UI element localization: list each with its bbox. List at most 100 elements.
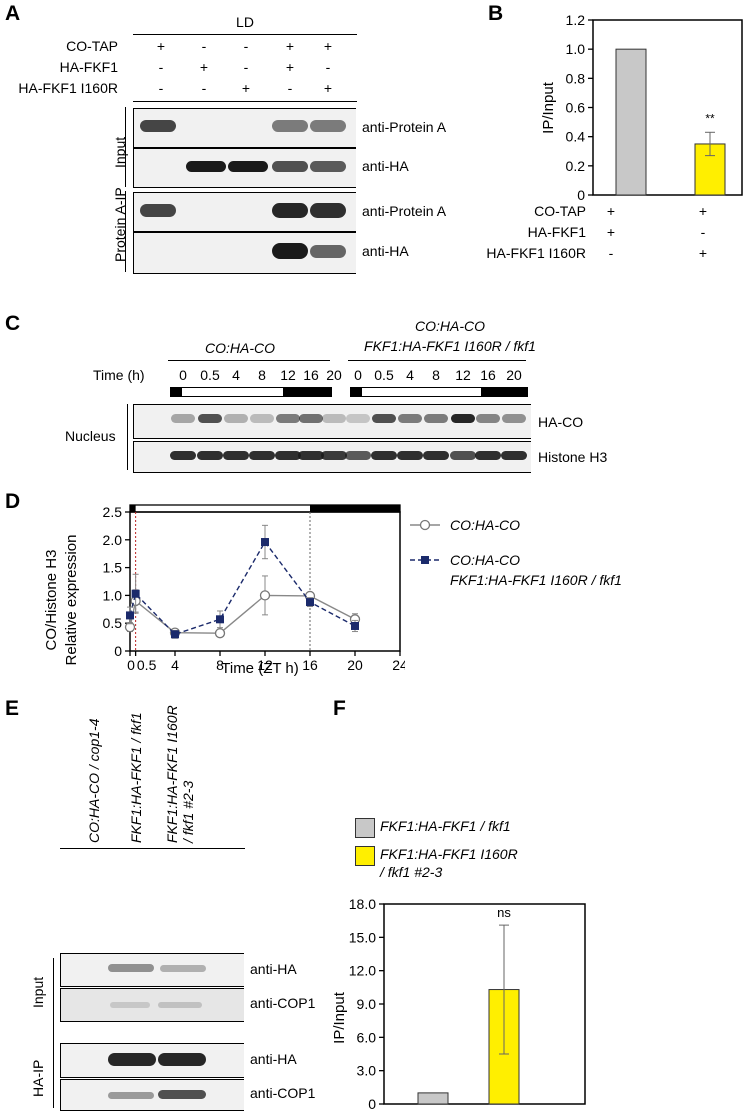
chart-d: CO/Histone H3 Relative expression 00.51.… xyxy=(43,504,405,677)
chart-d-xtick-label: 0.5 xyxy=(137,657,157,673)
chart-d-xtick-label: 20 xyxy=(347,657,363,673)
legend-item: CO:HA-CO xyxy=(450,552,520,568)
panel-c-label: C xyxy=(5,312,21,335)
c-band-haco xyxy=(198,414,222,423)
a-band xyxy=(272,203,308,218)
e-lane-label: FKF1:HA-FKF1 / fkf1 xyxy=(128,712,144,843)
chart-b-ytick-label: 1.0 xyxy=(566,41,586,57)
e-ip-label: HA-IP xyxy=(30,1059,46,1097)
c-band-haco xyxy=(346,414,370,423)
a-sign: - xyxy=(325,59,331,75)
e-blot-label: anti-HA xyxy=(250,961,297,977)
c-time-tick: 12 xyxy=(455,367,471,383)
c-time-tick: 20 xyxy=(506,367,522,383)
b-row-label: HA-FKF1 xyxy=(527,224,586,240)
c-band-h3 xyxy=(197,451,223,460)
panel-d-label: D xyxy=(5,490,21,513)
e-lane-label: CO:HA-CO / cop1-4 xyxy=(86,718,102,843)
a-band xyxy=(228,161,268,172)
f-legend-item: FKF1:HA-FKF1 / fkf1 xyxy=(380,818,511,834)
e-band xyxy=(160,965,206,972)
e-band xyxy=(158,1053,206,1066)
c-time-tick: 4 xyxy=(406,367,414,383)
c-group2-label-2: FKF1:HA-FKF1 I160R / fkf1 xyxy=(364,338,536,354)
a-sign: + xyxy=(285,59,295,75)
e-band xyxy=(108,1053,156,1066)
a-row-label: CO-TAP xyxy=(66,38,118,54)
c-band-haco xyxy=(250,414,274,423)
c-blot-label: Histone H3 xyxy=(538,449,608,465)
chart-d-point xyxy=(261,538,269,547)
f-legend-item: FKF1:HA-FKF1 I160R xyxy=(380,846,518,862)
chart-b-ytick-label: 1.2 xyxy=(566,12,586,28)
f-legend-item: / fkf1 #2-3 xyxy=(380,864,443,880)
e-blot-ip-cop1 xyxy=(60,1079,244,1111)
panel-b-label: B xyxy=(488,2,504,25)
e-lane-label: / fkf1 #2-3 xyxy=(180,780,196,843)
a-sign: + xyxy=(156,38,166,54)
chart-f-frame xyxy=(383,903,586,1105)
a-input-bracket xyxy=(125,107,126,187)
chart-d-xtick-label: 12 xyxy=(257,657,273,673)
b-sign: - xyxy=(700,224,706,240)
e-blot-label: anti-COP1 xyxy=(250,995,316,1011)
e-input-label: Input xyxy=(30,976,46,1008)
chart-f-significance: ns xyxy=(497,905,511,920)
c-band-h3 xyxy=(275,451,301,460)
a-sign: - xyxy=(243,38,249,54)
b-row-label: HA-FKF1 I160R xyxy=(486,245,586,261)
a-band xyxy=(310,120,346,132)
b-sign: + xyxy=(606,224,616,240)
chart-d-point xyxy=(131,589,140,598)
c-time-tick: 20 xyxy=(326,367,342,383)
a-band xyxy=(140,204,176,217)
c-group2-line xyxy=(348,360,526,361)
e-band xyxy=(158,1002,202,1008)
c-band-haco xyxy=(224,414,248,423)
e-lane-label: FKF1:HA-FKF1 I160R xyxy=(164,705,180,843)
a-sign: - xyxy=(287,80,293,96)
chart-f: IP/Input 0 3.0 6.0 9.0 12.0 15.0 18.0 ns xyxy=(331,896,586,1110)
a-band xyxy=(272,161,308,172)
legend-item: CO:HA-CO xyxy=(450,517,520,533)
panel-a-label: A xyxy=(5,2,21,25)
c-band-h3 xyxy=(450,451,476,460)
a-sign: - xyxy=(243,59,249,75)
chart-d-series-line xyxy=(129,594,356,634)
c-lightbar-1 xyxy=(170,387,332,397)
a-header-line xyxy=(133,101,357,102)
chart-f-ytick-label: 18.0 xyxy=(349,896,376,912)
chart-b-frame xyxy=(592,19,743,196)
c-band-h3 xyxy=(170,451,196,460)
chart-b-ytick-label: 0.2 xyxy=(566,158,586,174)
chart-f-ytick-label: 9.0 xyxy=(357,996,377,1012)
e-band xyxy=(108,964,154,972)
a-sign: + xyxy=(199,59,209,75)
c-band-h3 xyxy=(298,451,324,460)
a-band xyxy=(272,243,308,259)
c-time-tick: 0.5 xyxy=(374,367,394,383)
chart-d-ytick-label: 0 xyxy=(114,643,122,659)
chart-d-point xyxy=(216,615,224,624)
chart-d-xtick-label: 8 xyxy=(216,657,224,673)
a-band xyxy=(186,161,226,172)
chart-b-bar xyxy=(615,48,647,196)
a-band xyxy=(310,203,346,218)
c-group1-label: CO:HA-CO xyxy=(205,340,275,356)
c-time-tick: 8 xyxy=(258,367,266,383)
c-group1-line xyxy=(168,360,330,361)
b-sign: + xyxy=(698,245,708,261)
chart-b: IP/Input 0 0.2 0.4 0.6 0.8 1.0 1.2 ** xyxy=(540,12,743,203)
c-time-tick: 0.5 xyxy=(200,367,220,383)
c-time-tick: 4 xyxy=(232,367,240,383)
e-band xyxy=(110,1002,150,1008)
c-lightbar-2 xyxy=(350,387,528,397)
c-group2-label-1: CO:HA-CO xyxy=(415,318,485,334)
c-nucleus-label: Nucleus xyxy=(65,428,116,444)
chart-d-ytick-label: 1.5 xyxy=(103,560,123,576)
chart-f-ytick-label: 0 xyxy=(368,1096,376,1110)
chart-d-ylabel-1: CO/Histone H3 xyxy=(43,550,60,651)
a-sign: + xyxy=(323,80,333,96)
a-blot-label: anti-HA xyxy=(362,158,409,174)
e-ip-bracket xyxy=(53,1048,54,1108)
